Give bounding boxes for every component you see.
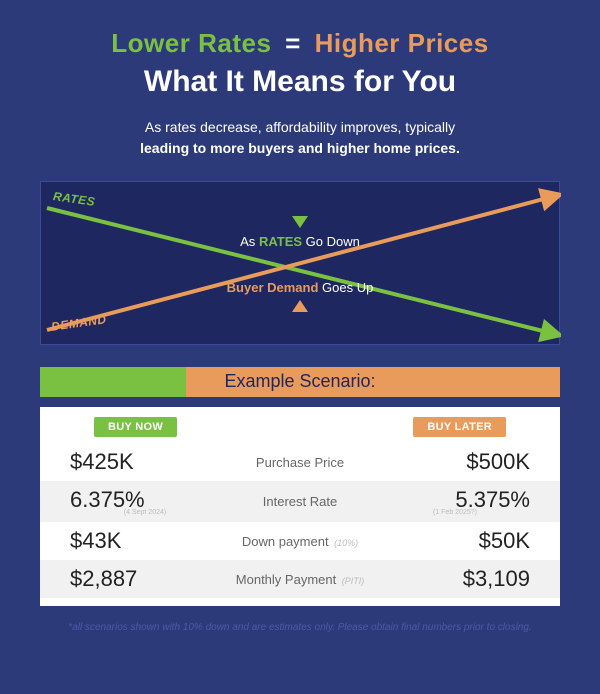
diagram-top-text: As RATES Go Down xyxy=(41,234,559,249)
cell-label: Purchase Price xyxy=(220,455,380,470)
headline-left: Lower Rates xyxy=(111,28,271,58)
cell-later: $500K xyxy=(380,449,530,475)
cell-label: Interest Rate xyxy=(220,494,380,509)
table-row: $43KDown payment (10%)$50K xyxy=(40,522,560,560)
example-scenario-label: Example Scenario: xyxy=(40,371,560,392)
triangle-up-icon xyxy=(292,300,308,312)
cell-now: $2,887 xyxy=(70,566,220,592)
diagram-lines xyxy=(41,182,561,346)
table-row: $2,887Monthly Payment (PITI)$3,109 xyxy=(40,560,560,598)
cell-later: 5.375%(1 Feb 2025?) xyxy=(380,487,530,516)
diagram-bottom-text: Buyer Demand Goes Up xyxy=(41,280,559,295)
headline-eq: = xyxy=(285,28,301,58)
headline-right: Higher Prices xyxy=(315,28,489,58)
intro-text: As rates decrease, affordability improve… xyxy=(80,117,520,159)
footnote-text: *all scenarios shown with 10% down and a… xyxy=(30,622,570,633)
cell-now: 6.375%(4 Sept 2024) xyxy=(70,487,220,516)
headline: Lower Rates = Higher Prices xyxy=(30,28,570,59)
sub-headline: What It Means for You xyxy=(30,65,570,99)
comparison-table: BUY NOW BUY LATER $425KPurchase Price$50… xyxy=(40,407,560,606)
rates-demand-diagram: RATES DEMAND As RATES Go Down Buyer Dema… xyxy=(40,181,560,345)
pill-row: BUY NOW BUY LATER xyxy=(40,407,560,443)
intro-line2: leading to more buyers and higher home p… xyxy=(140,140,460,156)
cell-later: $3,109 xyxy=(380,566,530,592)
buy-later-pill: BUY LATER xyxy=(413,417,506,437)
cell-later: $50K xyxy=(380,528,530,554)
table-row: 6.375%(4 Sept 2024)Interest Rate5.375%(1… xyxy=(40,481,560,522)
example-scenario-bar: Example Scenario: xyxy=(40,367,560,397)
table-row: $425KPurchase Price$500K xyxy=(40,443,560,481)
buy-now-pill: BUY NOW xyxy=(94,417,177,437)
cell-label: Down payment (10%) xyxy=(220,534,380,549)
cell-now: $425K xyxy=(70,449,220,475)
cell-label: Monthly Payment (PITI) xyxy=(220,572,380,587)
intro-line1: As rates decrease, affordability improve… xyxy=(145,119,455,135)
cell-now: $43K xyxy=(70,528,220,554)
triangle-down-icon xyxy=(292,216,308,228)
